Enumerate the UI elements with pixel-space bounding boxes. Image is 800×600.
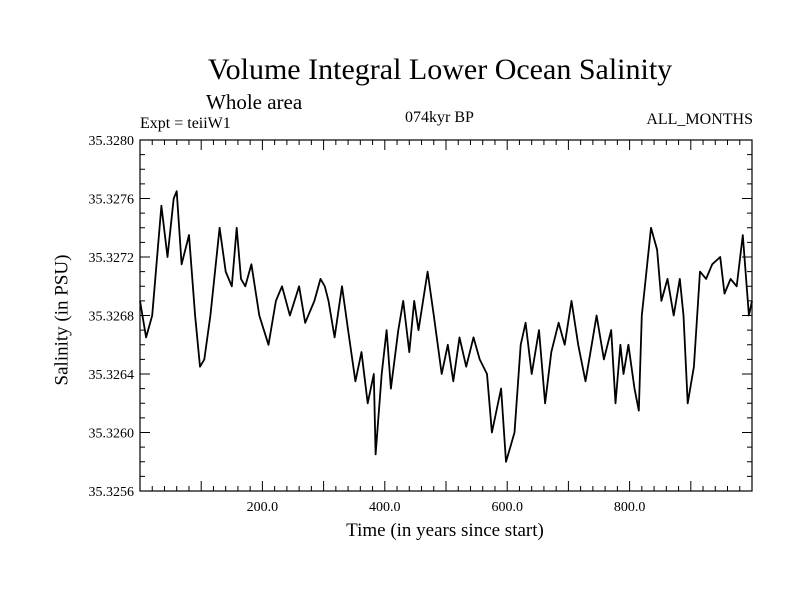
y-tick-label: 35.3256	[89, 485, 135, 500]
y-tick-label: 35.3260	[89, 427, 135, 442]
axis-ticks	[140, 140, 752, 491]
x-tick-label: 600.0	[491, 500, 523, 515]
period-label: 074kyr BP	[405, 109, 474, 126]
y-tick-label: 35.3272	[89, 251, 135, 266]
experiment-label: Expt = teiiW1	[140, 115, 231, 132]
x-tick-label: 400.0	[369, 500, 401, 515]
chart-subtitle: Whole area	[206, 90, 303, 114]
chart-title: Volume Integral Lower Ocean Salinity	[207, 53, 673, 86]
plot-frame	[139, 139, 753, 492]
y-tick-label: 35.3264	[89, 368, 135, 383]
x-axis-label: Time (in years since start)	[346, 520, 544, 541]
x-tick-label: 800.0	[614, 500, 646, 515]
tick-labels: 200.0 400.0 600.0 800.0 35.3256 35.3260 35.326…	[89, 134, 646, 515]
months-label: ALL_MONTHS	[646, 111, 753, 128]
y-tick-label: 35.3276	[89, 193, 135, 208]
series-line	[139, 190, 753, 463]
y-tick-label: 35.3268	[89, 310, 135, 325]
x-tick-label: 200.0	[247, 500, 279, 515]
y-tick-label: 35.3280	[89, 134, 135, 149]
